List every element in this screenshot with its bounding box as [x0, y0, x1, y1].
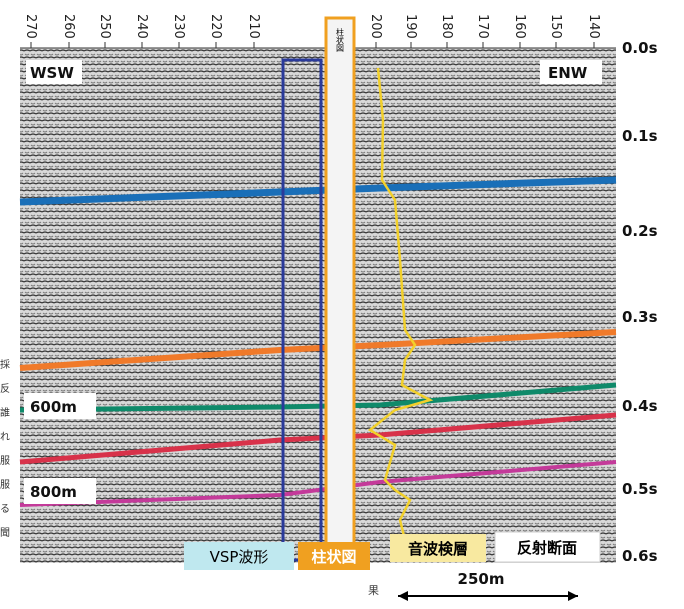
- top-axis-label: 150: [548, 14, 563, 39]
- top-axis-label: 180: [439, 14, 454, 39]
- side-char: る: [0, 503, 10, 515]
- seismic-section: [20, 48, 616, 563]
- time-label: 0.3s: [622, 308, 658, 326]
- side-char: 誰: [0, 406, 10, 419]
- top-axis-label: 210: [246, 14, 261, 39]
- figure: 柱状図 270 260 250 240 230 220 210 200 190 180 170 160…: [0, 0, 684, 605]
- column-header: 柱状図: [336, 27, 345, 53]
- side-char: 服: [0, 455, 10, 467]
- time-axis: 0.0s 0.1s 0.2s 0.3s 0.4s 0.5s 0.6s: [622, 39, 658, 565]
- top-axis-label: 230: [171, 14, 186, 39]
- side-char: れ: [0, 431, 10, 443]
- legend-reflection: 反射断面: [517, 539, 577, 557]
- top-axis: 270 260 250 240 230 220 210 200 190 180 170 160 150 1…: [23, 14, 601, 48]
- legend-column: 柱状図: [311, 548, 356, 566]
- top-axis-label: 140: [586, 14, 601, 39]
- legend-sonic: 音波検層: [408, 540, 468, 558]
- top-axis-label: 270: [23, 14, 38, 39]
- legend-vsp: VSP波形: [210, 548, 269, 566]
- top-axis-label: 200: [368, 14, 383, 39]
- bottom-mark: 果: [368, 584, 379, 597]
- time-label: 0.4s: [622, 397, 658, 415]
- top-axis-label: 240: [134, 14, 149, 39]
- top-axis-label: 170: [475, 14, 490, 39]
- depth-marker: 800m: [30, 483, 77, 501]
- side-char: 採: [0, 358, 10, 371]
- time-label: 0.5s: [622, 480, 658, 498]
- time-label: 0.2s: [622, 222, 658, 240]
- time-label: 0.0s: [622, 39, 658, 57]
- scale-label: 250m: [458, 570, 505, 588]
- side-char: 聞: [0, 527, 10, 539]
- direction-left: WSW: [30, 64, 74, 82]
- side-char: 服: [0, 479, 10, 491]
- top-axis-label: 220: [208, 14, 223, 39]
- side-char: 反: [0, 383, 10, 395]
- direction-right: ENW: [548, 64, 588, 82]
- time-label: 0.6s: [622, 547, 658, 565]
- time-label: 0.1s: [622, 127, 658, 145]
- top-axis-label: 250: [97, 14, 112, 39]
- top-axis-label: 160: [512, 14, 527, 39]
- depth-marker: 600m: [30, 398, 77, 416]
- top-axis-label: 190: [403, 14, 418, 39]
- top-axis-label: 260: [61, 14, 76, 39]
- borehole-column: [326, 18, 354, 546]
